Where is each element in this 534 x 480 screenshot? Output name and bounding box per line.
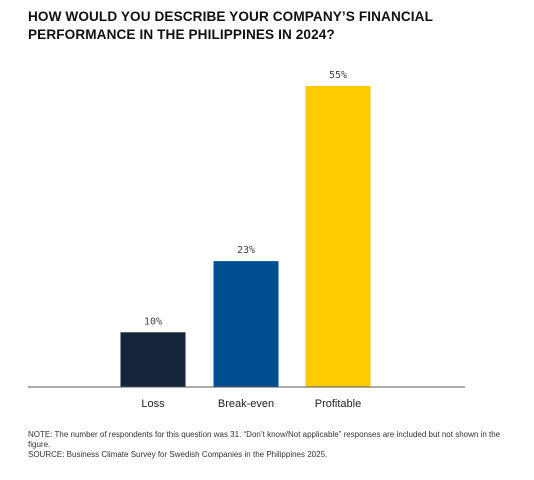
data-label: 23% bbox=[237, 245, 255, 256]
chart-title: HOW WOULD YOU DESCRIBE YOUR COMPANY’S FI… bbox=[28, 9, 433, 42]
source-text: SOURCE: Business Climate Survey for Swed… bbox=[28, 450, 328, 459]
category-label: Profitable bbox=[315, 398, 361, 410]
category-label: Loss bbox=[141, 398, 165, 410]
data-label: 55% bbox=[329, 70, 347, 81]
bar-break-even bbox=[213, 261, 279, 387]
footnote: NOTE: The number of respondents for this… bbox=[28, 430, 518, 460]
labels-group: 10% Loss 23% Break-even 55% Profitable bbox=[141, 70, 361, 410]
category-label: Break-even bbox=[218, 398, 274, 410]
data-label: 10% bbox=[144, 316, 162, 327]
note-text: NOTE: The number of respondents for this… bbox=[28, 430, 501, 449]
bar-profitable bbox=[305, 86, 371, 387]
bars-group bbox=[120, 86, 371, 387]
bar-loss bbox=[120, 332, 186, 387]
